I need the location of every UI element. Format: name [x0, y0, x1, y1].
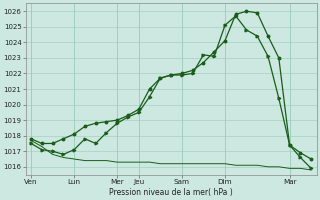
- X-axis label: Pression niveau de la mer( hPa ): Pression niveau de la mer( hPa ): [109, 188, 233, 197]
